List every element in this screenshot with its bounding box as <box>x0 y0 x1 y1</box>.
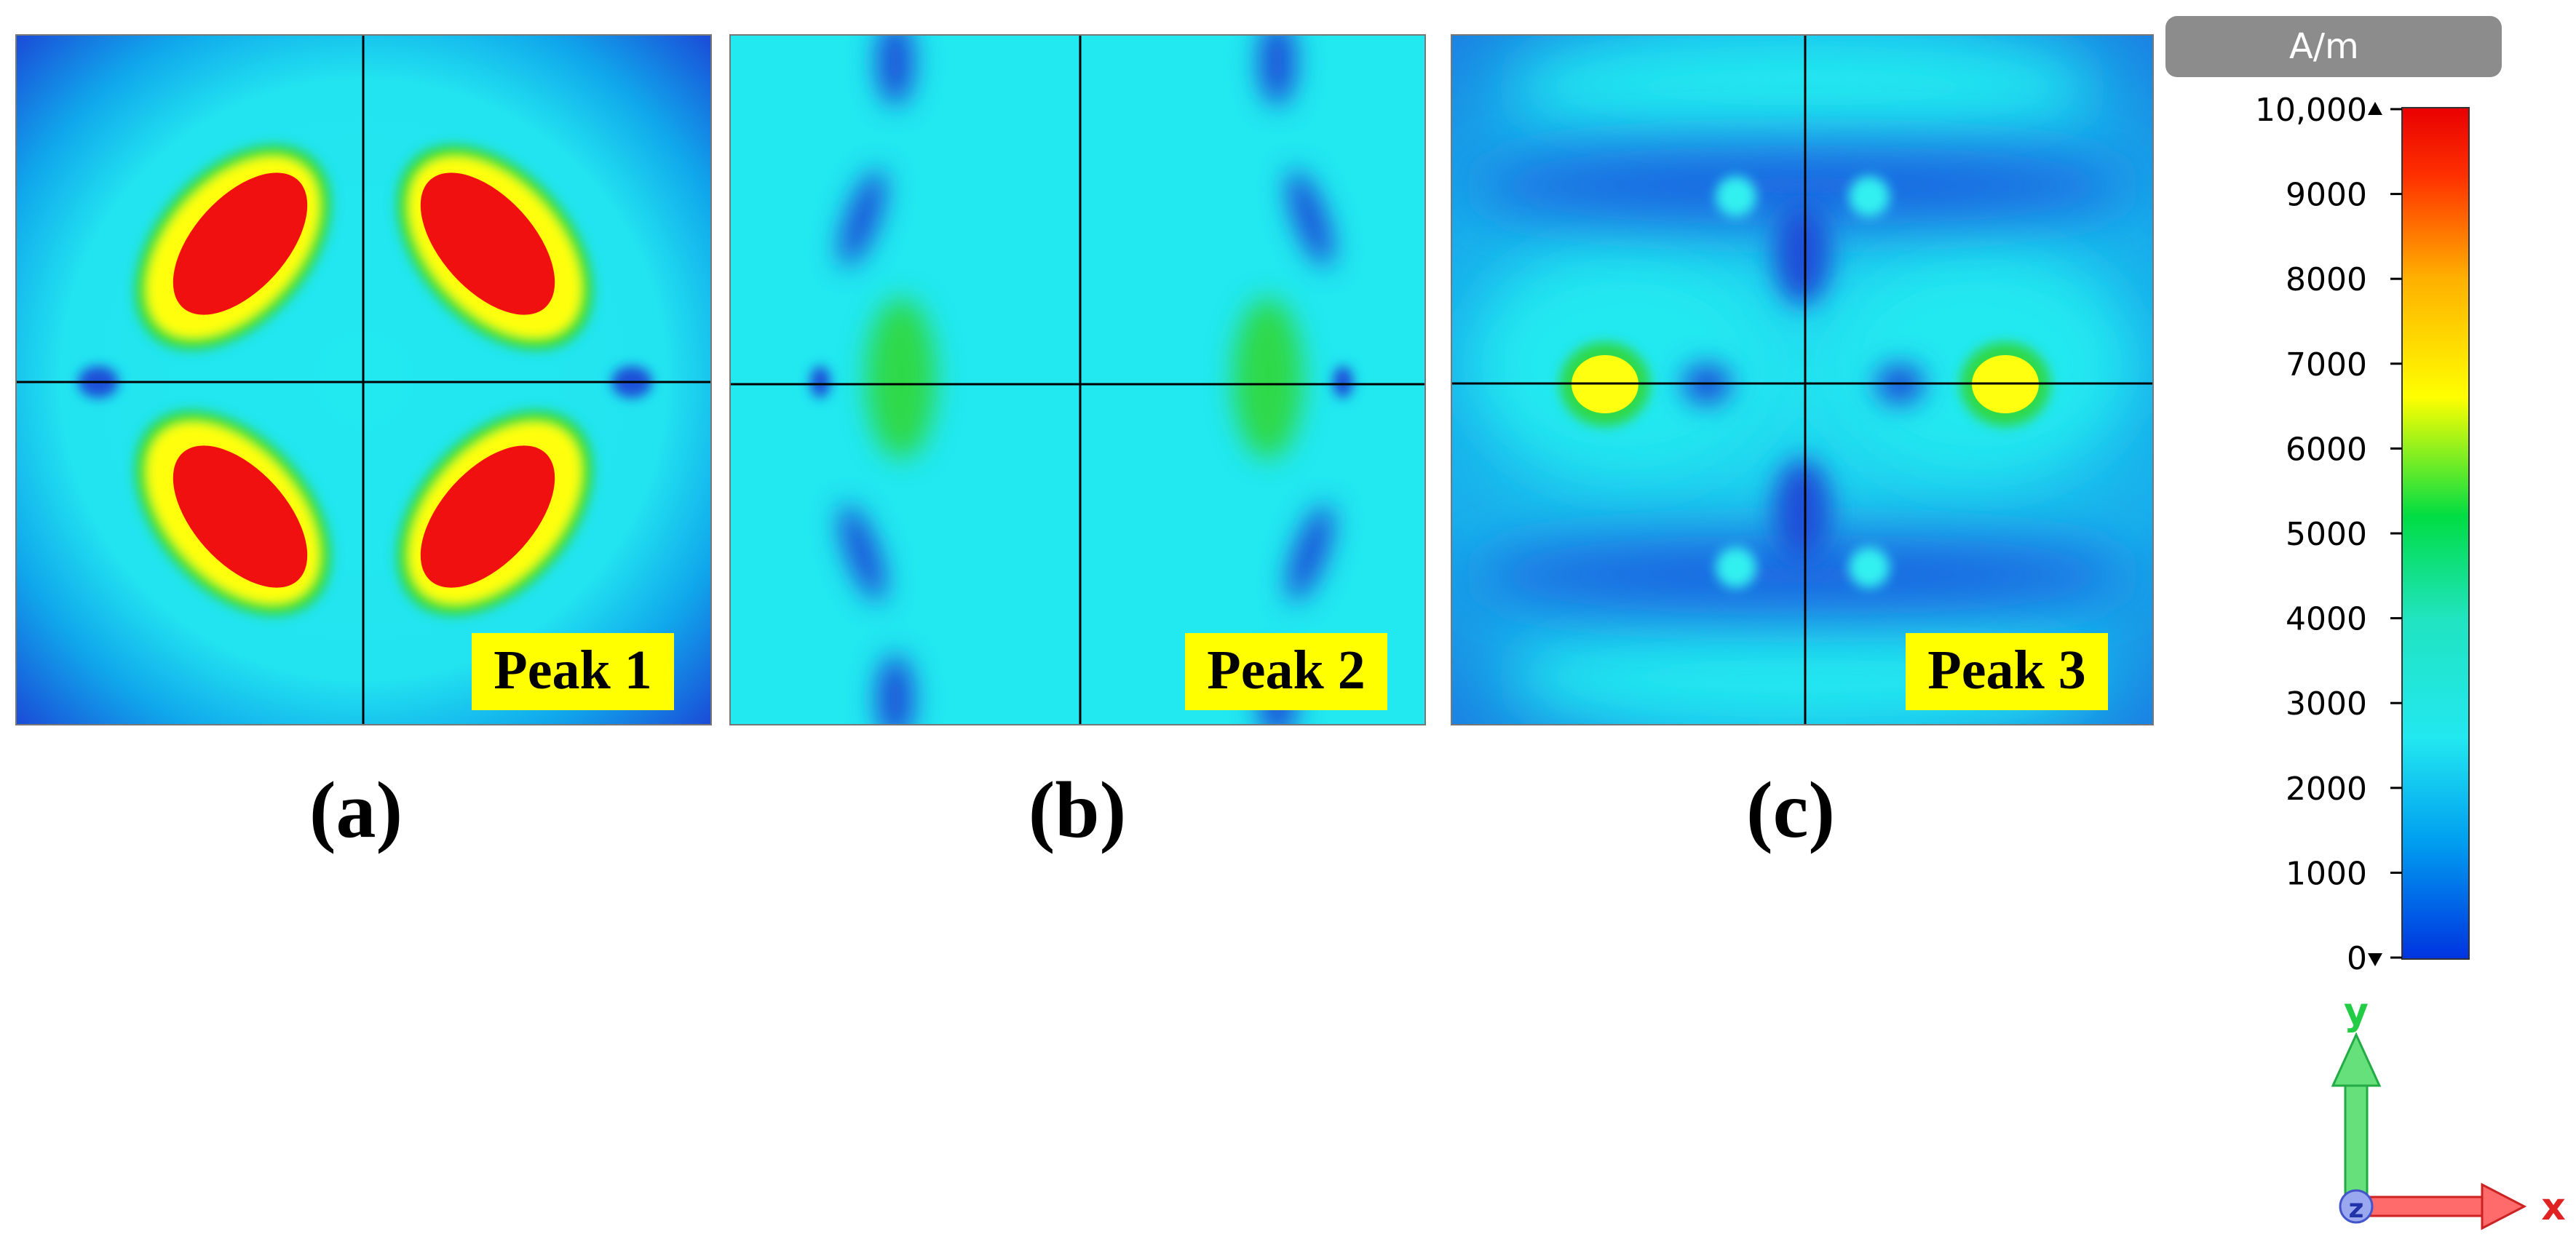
colorbar-tick-label: 0 <box>2347 940 2367 977</box>
field-map-a <box>16 35 711 725</box>
colorbar-tick-label: 3000 <box>2286 685 2367 723</box>
axis-y-arrow-head <box>2331 1032 2382 1087</box>
axis-x-label: x <box>2541 1185 2566 1229</box>
panel-caption-a: (a) <box>309 765 403 854</box>
colorbar-gradient <box>2401 107 2470 960</box>
colorbar: A/m 10,000 9000 8000 7000 6000 5000 4000 3000 20… <box>2165 16 2502 977</box>
axis-y-arrow-shaft <box>2344 1083 2369 1202</box>
colorbar-tick-label: 5000 <box>2286 516 2367 553</box>
colorbar-tick-label: 8000 <box>2286 261 2367 298</box>
axis-z-dot <box>2339 1189 2374 1224</box>
axis-triad: y x z <box>2331 990 2566 1230</box>
peak-label-box-b <box>1185 633 1387 710</box>
colorbar-tick-label: 10,000 <box>2255 92 2367 129</box>
peak-label-box-a <box>472 633 674 710</box>
colorbar-unit-tab <box>2165 16 2502 77</box>
peak-label-box-c <box>1906 633 2108 710</box>
axis-z-label: z <box>2349 1194 2364 1224</box>
colorbar-tick-label: 7000 <box>2286 346 2367 383</box>
axis-x-arrow-shaft <box>2366 1196 2485 1217</box>
panel-b: Peak 2 (b) <box>729 34 1426 854</box>
peak-label-c: Peak 3 <box>1927 640 2085 701</box>
colorbar-tick-label: 9000 <box>2286 177 2367 214</box>
axis-x-arrow-head <box>2481 1182 2527 1230</box>
colorbar-max-marker <box>2368 102 2382 115</box>
colorbar-tick-label: 1000 <box>2286 855 2367 892</box>
colorbar-tick-label: 6000 <box>2286 431 2367 468</box>
panel-a: Peak 1 (a) <box>15 34 712 854</box>
colorbar-tick-label: 4000 <box>2286 601 2367 638</box>
panel-caption-b: (b) <box>1029 765 1126 854</box>
panel-caption-c: (c) <box>1746 765 1835 854</box>
colorbar-tick-label: 2000 <box>2286 771 2367 808</box>
panel-c: Peak 3 (c) <box>1451 34 2154 854</box>
colorbar-unit: A/m <box>2289 26 2359 67</box>
axis-y-label: y <box>2344 990 2369 1034</box>
colorbar-min-marker <box>2368 953 2382 966</box>
peak-label-b: Peak 2 <box>1207 640 1365 701</box>
field-map-c <box>1451 35 2153 725</box>
peak-label-a: Peak 1 <box>494 640 651 701</box>
colorbar-ticks: 10,000 9000 8000 7000 6000 5000 4000 3000 2000 10… <box>2255 92 2402 977</box>
